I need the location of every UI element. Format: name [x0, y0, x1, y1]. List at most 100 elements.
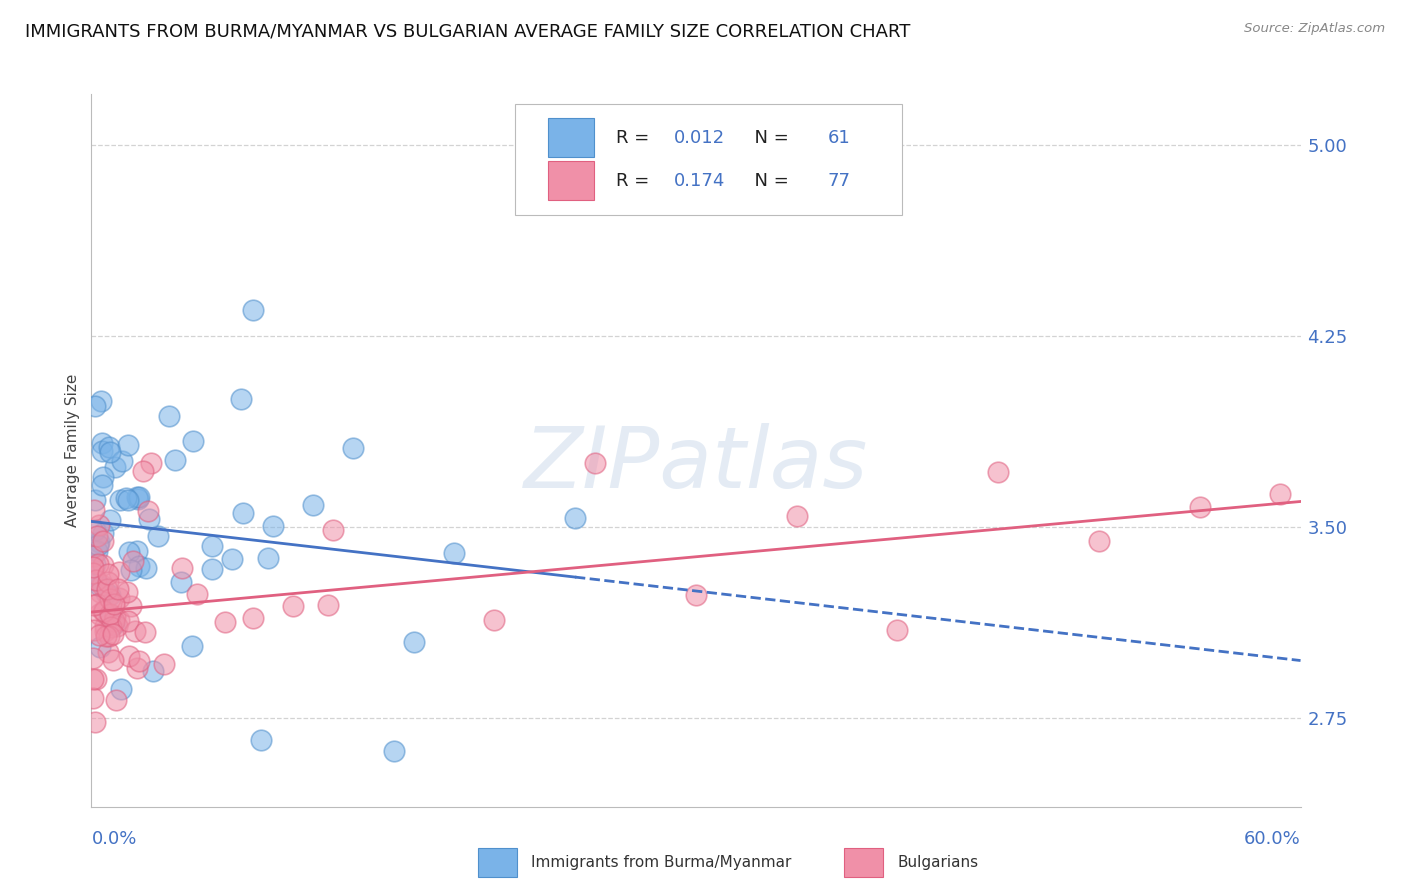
Text: 77: 77: [828, 172, 851, 190]
Text: N =: N =: [744, 128, 794, 146]
Point: [90, 435, 112, 450]
Point: [107, 582, 129, 596]
Text: Immigrants from Burma/Myanmar: Immigrants from Burma/Myanmar: [531, 855, 792, 870]
Point: [262, 519, 284, 533]
Point: [1270, 487, 1292, 501]
Point: [302, 499, 325, 513]
Point: [98, 513, 121, 527]
Point: [122, 554, 145, 568]
Point: [98, 629, 121, 643]
Point: [250, 733, 273, 747]
Point: [98, 607, 121, 621]
Point: [87, 517, 110, 532]
Point: [98, 588, 121, 602]
Point: [257, 551, 280, 566]
Point: [214, 615, 236, 629]
Point: [90, 394, 112, 409]
Point: [105, 693, 128, 707]
Point: [402, 635, 425, 649]
Point: [82, 672, 104, 686]
Point: [91, 534, 114, 549]
Text: Bulgarians: Bulgarians: [897, 855, 979, 870]
Text: Source: ZipAtlas.com: Source: ZipAtlas.com: [1244, 22, 1385, 36]
Point: [242, 611, 264, 625]
Point: [118, 545, 141, 559]
Point: [231, 392, 253, 406]
Point: [82, 651, 104, 665]
Point: [97, 567, 120, 582]
Point: [103, 614, 125, 628]
Text: 0.174: 0.174: [675, 172, 725, 190]
Point: [132, 464, 155, 478]
Point: [96, 586, 118, 600]
Point: [124, 624, 146, 639]
Point: [97, 589, 120, 603]
Point: [136, 504, 159, 518]
Point: [82, 566, 104, 581]
Text: 0.012: 0.012: [675, 128, 725, 146]
FancyBboxPatch shape: [548, 118, 595, 157]
Point: [101, 652, 124, 666]
Point: [101, 627, 124, 641]
Point: [149, 877, 172, 891]
Point: [201, 539, 224, 553]
Point: [107, 613, 129, 627]
Point: [83, 598, 105, 612]
Point: [98, 592, 121, 607]
Point: [94, 629, 117, 643]
Point: [82, 560, 104, 574]
Point: [583, 456, 606, 470]
Point: [125, 491, 148, 505]
Point: [186, 587, 208, 601]
Point: [97, 574, 120, 589]
Point: [87, 535, 110, 549]
Point: [281, 599, 304, 613]
Point: [93, 470, 115, 484]
Point: [103, 617, 125, 632]
Point: [89, 640, 111, 655]
Point: [987, 465, 1010, 479]
Point: [153, 657, 176, 671]
Point: [1088, 534, 1111, 549]
Point: [93, 624, 115, 638]
Point: [86, 544, 108, 558]
Point: [181, 434, 204, 448]
Text: R =: R =: [616, 128, 655, 146]
Point: [84, 714, 107, 729]
Point: [484, 613, 506, 627]
Point: [170, 574, 193, 589]
Point: [318, 598, 340, 612]
Text: R =: R =: [616, 172, 655, 190]
Point: [120, 563, 142, 577]
Point: [138, 512, 160, 526]
Point: [232, 506, 254, 520]
Text: 60.0%: 60.0%: [1244, 830, 1301, 847]
Point: [84, 400, 107, 414]
Point: [84, 672, 107, 686]
Point: [127, 661, 149, 675]
Point: [118, 648, 141, 663]
Point: [443, 546, 465, 560]
Point: [120, 599, 142, 613]
Point: [117, 493, 139, 508]
Point: [86, 597, 108, 611]
Point: [117, 614, 139, 628]
Point: [111, 453, 134, 467]
Point: [135, 561, 157, 575]
Point: [84, 493, 107, 508]
Point: [83, 623, 105, 637]
Point: [127, 544, 149, 558]
Text: 0.0%: 0.0%: [91, 830, 136, 847]
Point: [96, 582, 118, 596]
FancyBboxPatch shape: [515, 104, 901, 215]
Point: [108, 492, 131, 507]
Point: [98, 445, 121, 459]
Point: [100, 619, 122, 633]
Point: [127, 491, 149, 506]
Point: [242, 303, 264, 318]
Point: [97, 440, 120, 454]
Point: [91, 558, 114, 572]
Point: [89, 579, 111, 593]
Point: [115, 585, 138, 599]
Point: [93, 604, 115, 618]
